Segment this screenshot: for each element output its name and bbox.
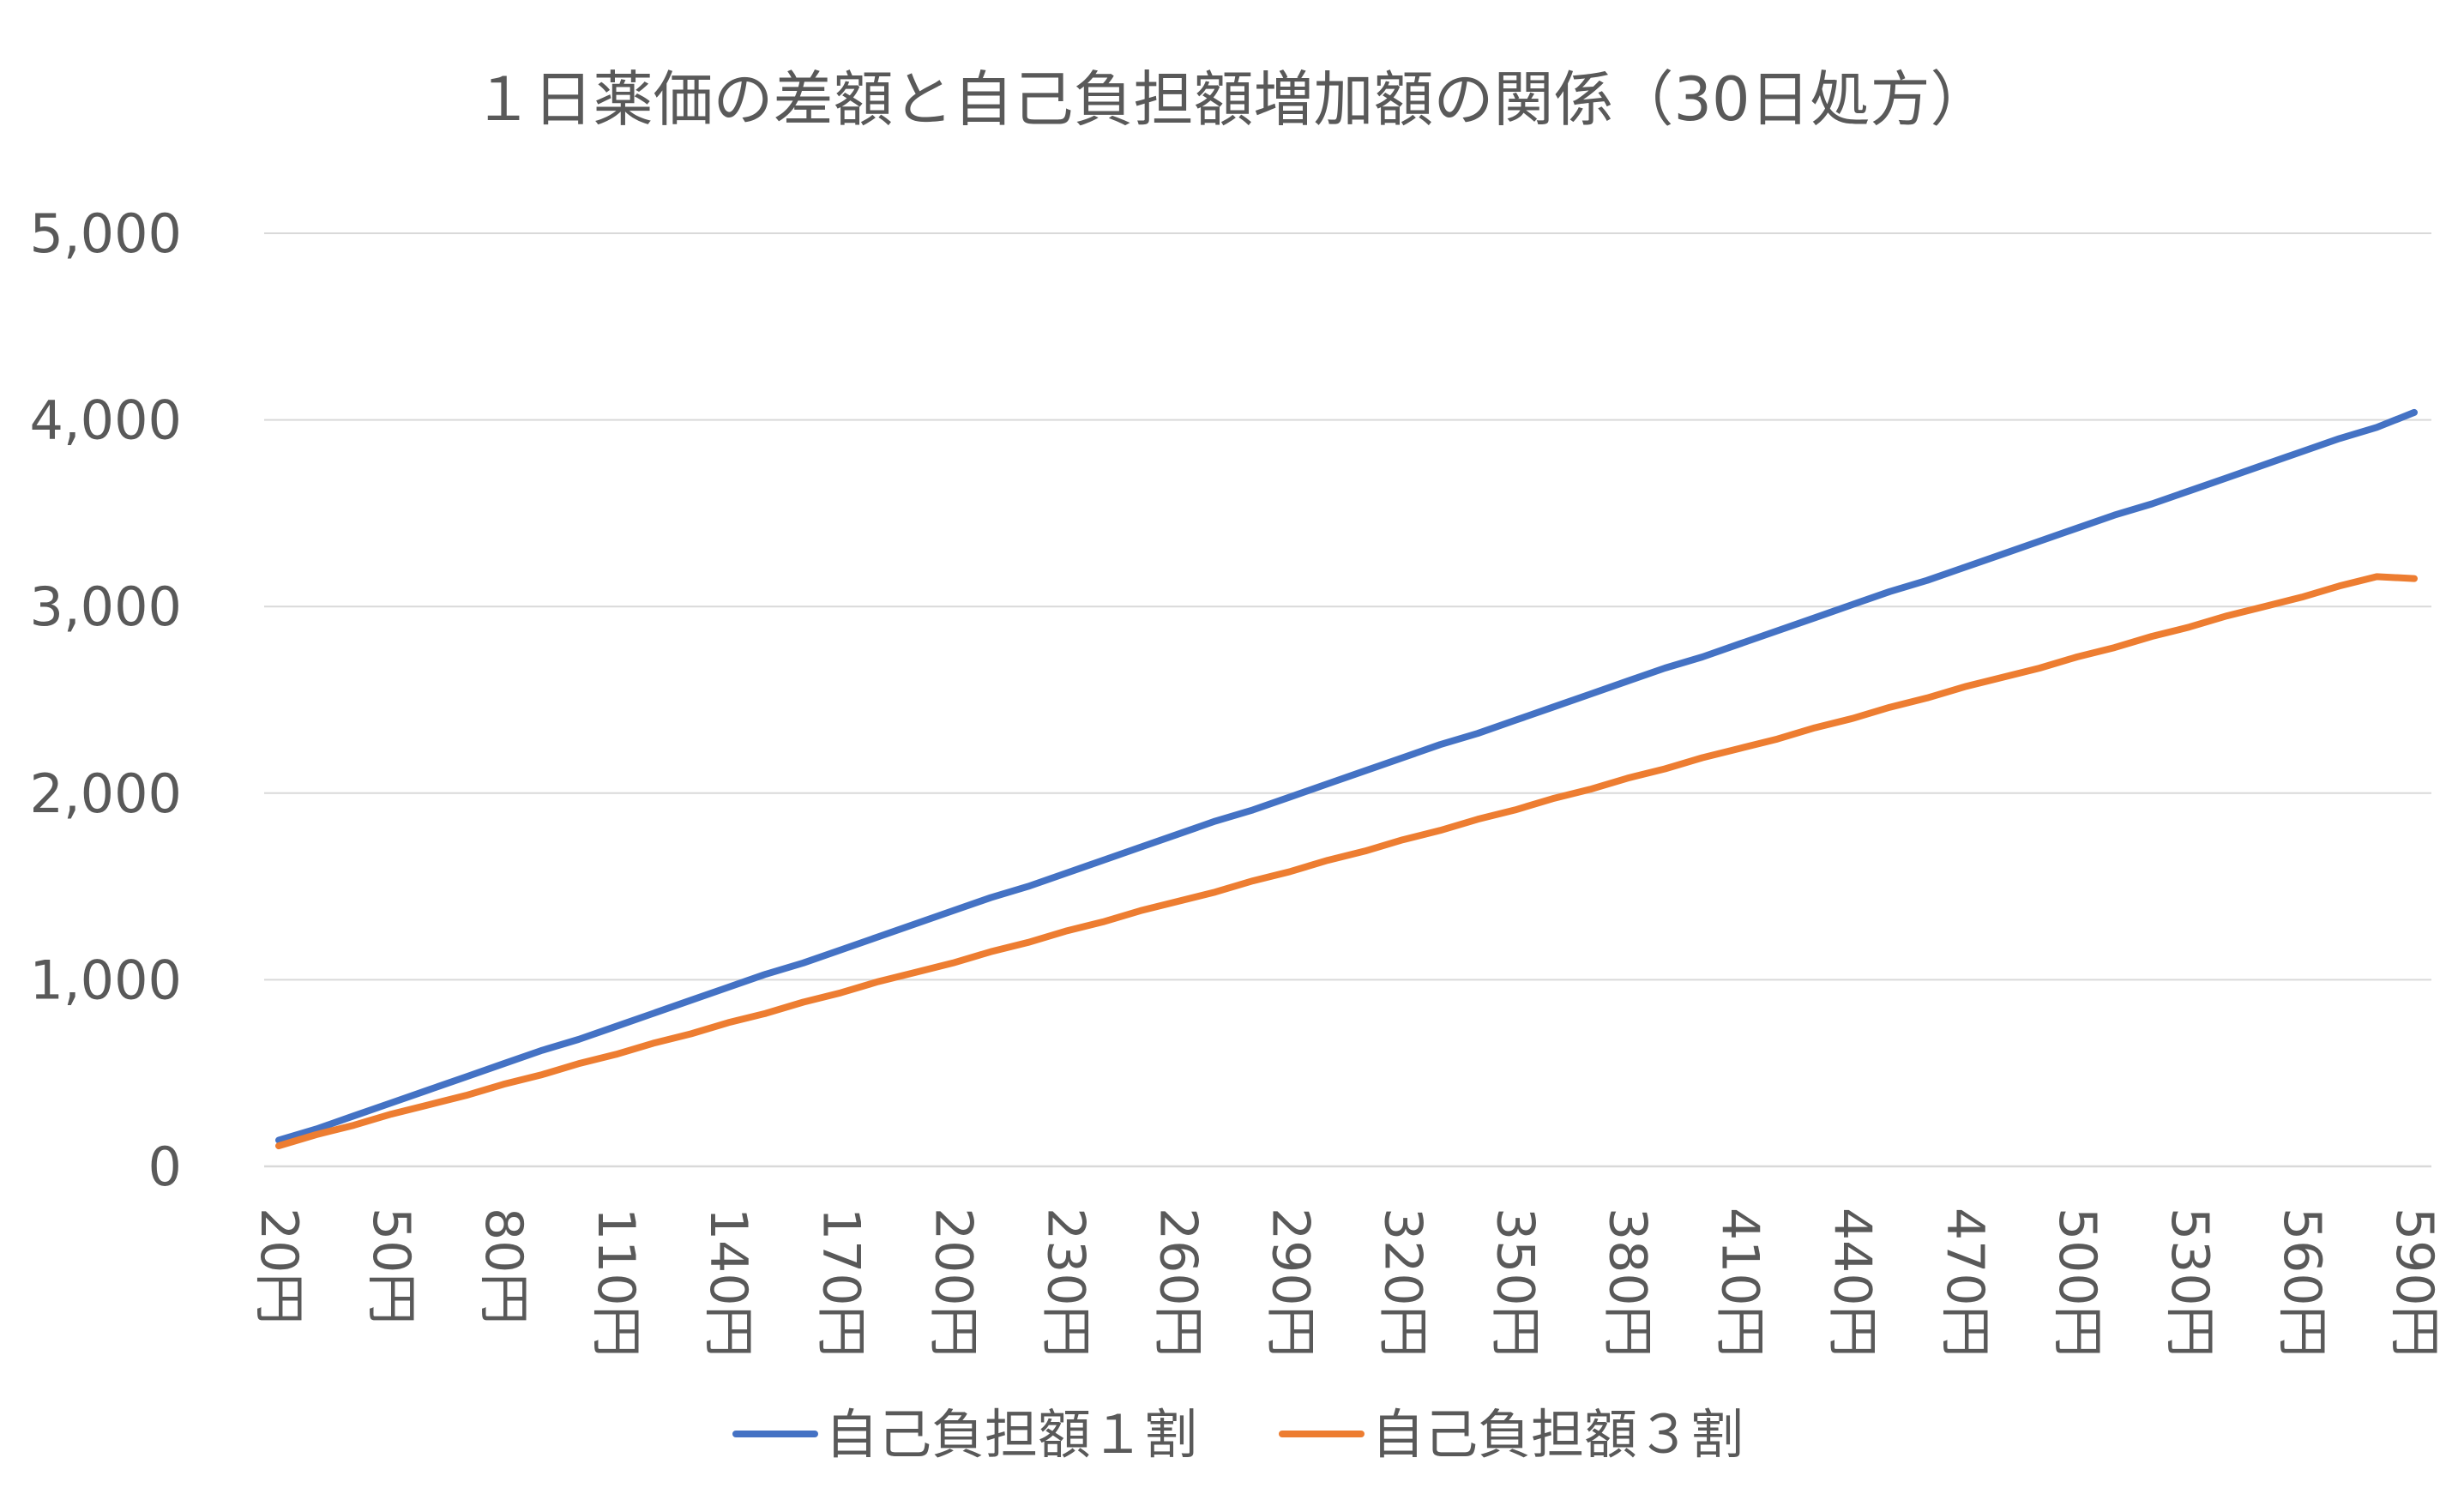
x-tick-label: 80円	[473, 1208, 533, 1324]
x-tick-label: 50円	[361, 1208, 421, 1324]
x-tick-label: 380円	[1598, 1208, 1658, 1358]
x-tick-label: 590円	[2384, 1208, 2444, 1358]
legend: 自己負担額１割 自己負担額３割	[732, 1403, 1744, 1466]
x-tick-label: 260円	[1148, 1208, 1208, 1358]
y-tick-label: 0	[148, 1136, 182, 1198]
x-tick-label: 410円	[1710, 1208, 1770, 1358]
series-line-2	[275, 573, 2418, 1150]
y-tick-label: 5,000	[30, 202, 183, 265]
y-tick-label: 1,000	[30, 949, 183, 1011]
x-tick-label: 110円	[586, 1208, 646, 1358]
x-tick-label: 530円	[2160, 1208, 2220, 1358]
series-lines	[275, 408, 2418, 1150]
x-tick-label: 170円	[810, 1208, 871, 1358]
x-tick-label: 200円	[923, 1208, 983, 1358]
x-axis: 20円 50円 80円 110円 140円 170円 200円 230円 260円 290円 320…	[249, 1165, 2444, 1358]
x-tick-label: 470円	[1935, 1208, 1995, 1358]
chart-title: １日薬価の差額と自己負担額増加額の関係（30日処方）	[473, 64, 1990, 135]
legend-label-1: 自己負担額１割	[825, 1403, 1197, 1466]
x-tick-label: 20円	[249, 1208, 309, 1324]
x-tick-label: 230円	[1035, 1208, 1095, 1358]
y-tick-label: 2,000	[30, 762, 183, 825]
x-tick-label: 440円	[1822, 1208, 1883, 1358]
legend-label-2: 自己負担額３割	[1371, 1403, 1744, 1466]
gridlines	[264, 232, 2431, 981]
series-line-1	[275, 408, 2418, 1144]
x-tick-label: 500円	[2047, 1208, 2107, 1358]
y-tick-label: 4,000	[30, 389, 183, 452]
x-tick-label: 140円	[698, 1208, 758, 1358]
x-tick-label: 290円	[1260, 1208, 1320, 1358]
y-tick-label: 3,000	[30, 575, 183, 638]
x-tick-label: 560円	[2272, 1208, 2332, 1358]
x-tick-label: 320円	[1373, 1208, 1433, 1358]
y-axis: 0 1,000 2,000 3,000 4,000 5,000	[30, 202, 183, 1198]
x-tick-label: 350円	[1485, 1208, 1545, 1358]
